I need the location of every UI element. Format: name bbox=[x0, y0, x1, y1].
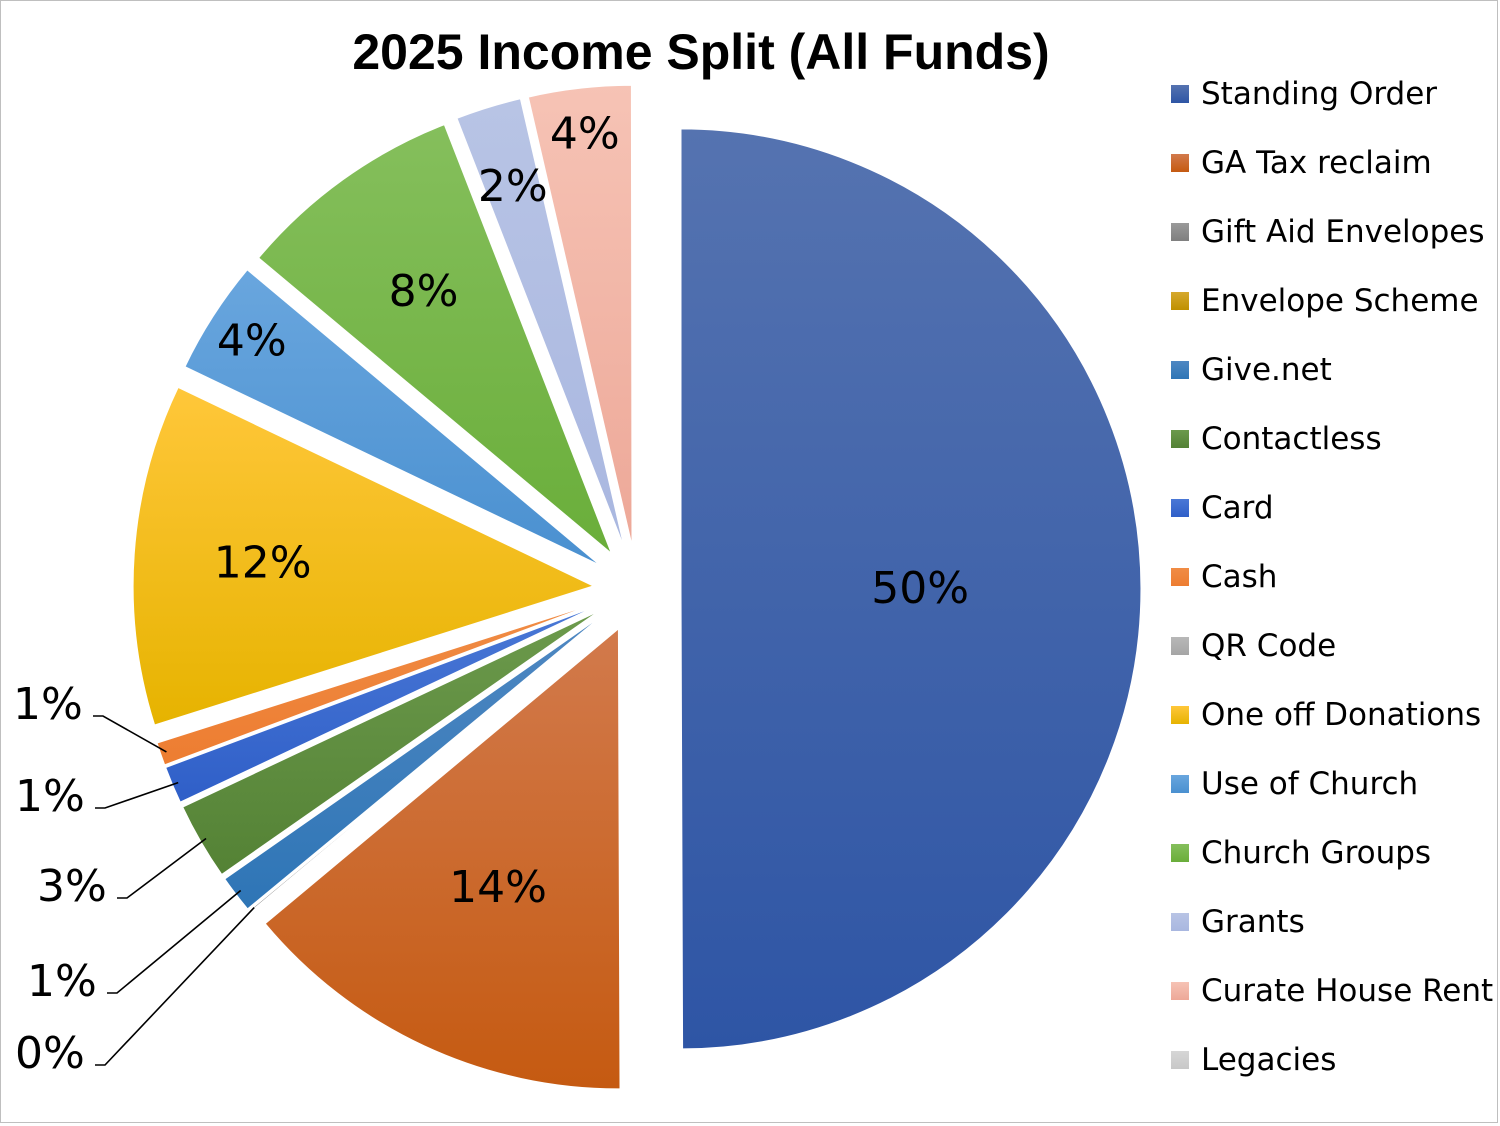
legend-swatch-cash bbox=[1171, 567, 1189, 586]
data-label-ga-tax-reclaim: 14% bbox=[449, 862, 547, 913]
pie-slice-cash bbox=[156, 602, 596, 766]
legend-swatch-legacies bbox=[1171, 1050, 1189, 1069]
data-label-church-groups: 8% bbox=[389, 266, 459, 317]
legend-swatch-church-groups bbox=[1171, 843, 1189, 862]
legend-label-curate-house-rent: Curate House Rent bbox=[1201, 972, 1494, 1009]
legend-swatch-give-net bbox=[1171, 360, 1189, 379]
legend-item-give-net: Give.net bbox=[1171, 335, 1496, 404]
leader-line-gift-aid-envelopes bbox=[95, 906, 255, 1066]
data-label-use-of-church: 4% bbox=[217, 316, 287, 367]
pie-slices bbox=[132, 84, 1142, 1090]
legend-swatch-card bbox=[1171, 498, 1189, 517]
legend-item-gift-aid-envelopes: Gift Aid Envelopes bbox=[1171, 197, 1496, 266]
data-label-curate-house-rent: 4% bbox=[550, 108, 620, 159]
legend-label-church-groups: Church Groups bbox=[1201, 834, 1432, 871]
data-label-card: 1% bbox=[15, 771, 85, 822]
legend-label-one-off-donations: One off Donations bbox=[1201, 696, 1482, 733]
legend-label-legacies: Legacies bbox=[1201, 1041, 1337, 1078]
pie-slice-one-off-donations bbox=[132, 386, 595, 726]
pie-slice-legacies bbox=[635, 84, 638, 546]
legend-item-contactless: Contactless bbox=[1171, 404, 1496, 473]
pie-slice-standing-order bbox=[680, 128, 1142, 1050]
legend-label-gift-aid-envelopes: Gift Aid Envelopes bbox=[1201, 213, 1485, 250]
legend-item-legacies: Legacies bbox=[1171, 1025, 1496, 1094]
legend-label-card: Card bbox=[1201, 489, 1274, 526]
leader-lines bbox=[93, 715, 255, 1066]
pie-chart: 50%14%0%1%3%1%1%12%4%8%2%4% bbox=[13, 84, 1142, 1090]
legend-label-cash: Cash bbox=[1201, 558, 1278, 595]
data-label-contactless: 3% bbox=[37, 861, 107, 912]
legend-label-envelope-scheme: Envelope Scheme bbox=[1201, 282, 1479, 319]
legend-item-use-of-church: Use of Church bbox=[1171, 749, 1496, 818]
legend-label-use-of-church: Use of Church bbox=[1201, 765, 1419, 802]
pie-slice-qr-code bbox=[155, 601, 596, 743]
legend-item-standing-order: Standing Order bbox=[1171, 59, 1496, 128]
leader-line-card bbox=[95, 781, 179, 809]
legend-item-church-groups: Church Groups bbox=[1171, 818, 1496, 887]
data-label-cash: 1% bbox=[13, 679, 83, 730]
legend-swatch-envelope-scheme bbox=[1171, 291, 1189, 310]
pie-slice-church-groups bbox=[257, 123, 612, 554]
pie-slice-grants bbox=[456, 98, 625, 548]
legend-label-ga-tax-reclaim: GA Tax reclaim bbox=[1201, 144, 1432, 181]
legend-swatch-qr-code bbox=[1171, 636, 1189, 655]
legend-item-qr-code: QR Code bbox=[1171, 611, 1496, 680]
legend-swatch-curate-house-rent bbox=[1171, 981, 1189, 1000]
legend-item-card: Card bbox=[1171, 473, 1496, 542]
legend-item-curate-house-rent: Curate House Rent bbox=[1171, 956, 1496, 1025]
legend-item-ga-tax-reclaim: GA Tax reclaim bbox=[1171, 128, 1496, 197]
leader-line-give-net bbox=[107, 889, 242, 994]
legend-swatch-contactless bbox=[1171, 429, 1189, 448]
pie-labels: 50%14%0%1%3%1%1%12%4%8%2%4% bbox=[13, 108, 969, 1079]
legend-swatch-use-of-church bbox=[1171, 774, 1189, 793]
leader-line-contactless bbox=[117, 837, 207, 899]
data-label-standing-order: 50% bbox=[871, 563, 969, 614]
pie-slice-envelope-scheme bbox=[247, 616, 604, 912]
chart-legend: Standing Order GA Tax reclaim Gift Aid Env… bbox=[1171, 59, 1496, 1094]
data-label-one-off-donations: 12% bbox=[214, 537, 312, 588]
legend-item-envelope-scheme: Envelope Scheme bbox=[1171, 266, 1496, 335]
legend-swatch-one-off-donations bbox=[1171, 705, 1189, 724]
legend-label-qr-code: QR Code bbox=[1201, 627, 1337, 664]
legend-label-standing-order: Standing Order bbox=[1201, 75, 1438, 112]
data-label-give-net: 1% bbox=[27, 956, 97, 1007]
legend-item-one-off-donations: One off Donations bbox=[1171, 680, 1496, 749]
chart-title: 2025 Income Split (All Funds) bbox=[352, 24, 1050, 80]
legend-label-grants: Grants bbox=[1201, 903, 1305, 940]
legend-label-contactless: Contactless bbox=[1201, 420, 1382, 457]
legend-item-cash: Cash bbox=[1171, 542, 1496, 611]
legend-item-grants: Grants bbox=[1171, 887, 1496, 956]
legend-swatch-ga-tax-reclaim bbox=[1171, 153, 1189, 172]
data-label-grants: 2% bbox=[478, 161, 548, 212]
pie-slice-ga-tax-reclaim bbox=[264, 627, 621, 1090]
legend-swatch-grants bbox=[1171, 912, 1189, 931]
legend-swatch-gift-aid-envelopes bbox=[1171, 222, 1189, 241]
data-label-gift-aid-envelopes: 0% bbox=[15, 1028, 85, 1079]
leader-line-cash bbox=[93, 715, 167, 753]
pie-slice-use-of-church bbox=[184, 269, 601, 566]
legend-swatch-standing-order bbox=[1171, 84, 1189, 103]
pie-slice-curate-house-rent bbox=[527, 84, 633, 546]
legend-label-give-net: Give.net bbox=[1201, 351, 1332, 388]
